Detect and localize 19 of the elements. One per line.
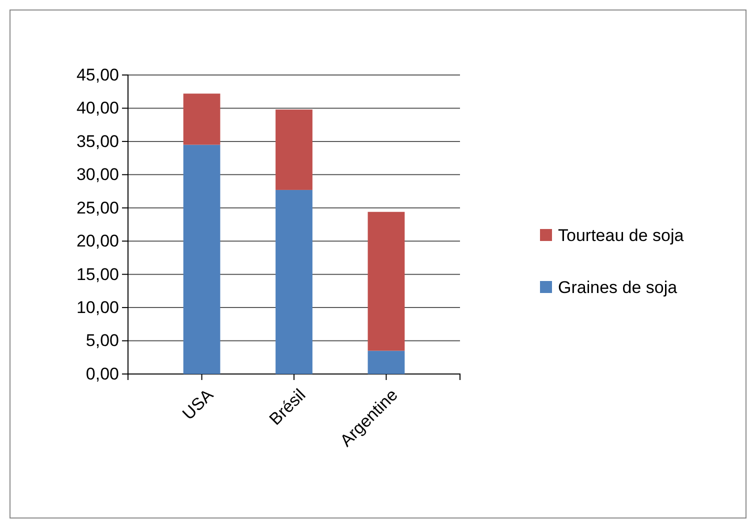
y-tick-label: 30,00 xyxy=(76,165,119,184)
y-tick-label: 10,00 xyxy=(76,298,119,317)
x-tick-label: USA xyxy=(178,384,218,424)
bar xyxy=(276,190,312,374)
bar xyxy=(276,110,312,190)
y-tick-label: 35,00 xyxy=(76,132,119,151)
y-tick-label: 5,00 xyxy=(86,331,119,350)
legend-label: Tourteau de soja xyxy=(558,226,684,245)
legend-label: Graines de soja xyxy=(558,278,678,297)
bar xyxy=(183,94,220,145)
y-tick-label: 45,00 xyxy=(76,65,119,84)
y-tick-label: 15,00 xyxy=(76,264,119,284)
y-tick-label: 20,00 xyxy=(76,232,119,251)
bar xyxy=(368,350,405,374)
y-tick-label: 40,00 xyxy=(76,98,119,118)
bar xyxy=(368,212,405,351)
bar xyxy=(183,144,220,374)
y-tick-label: 0,00 xyxy=(86,364,119,384)
y-tick-label: 25,00 xyxy=(76,198,119,218)
